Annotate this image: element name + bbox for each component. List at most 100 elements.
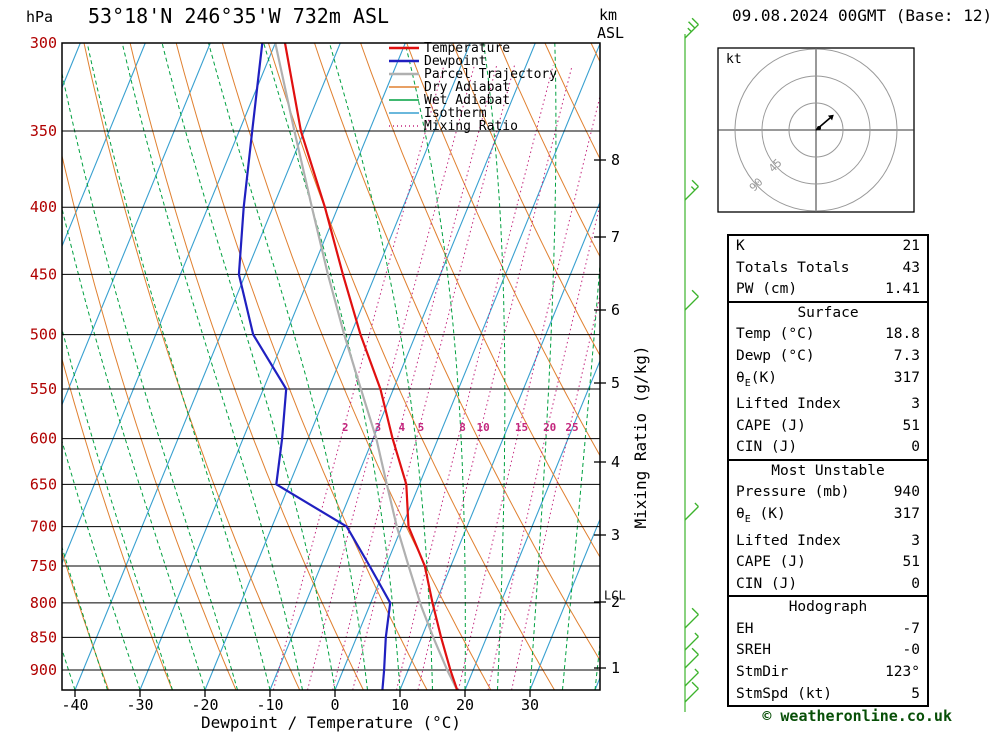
- wind-barb: [684, 647, 699, 669]
- index-value: 3: [911, 532, 920, 549]
- mixing-ratio-label: 5: [418, 421, 425, 434]
- index-label: Totals Totals: [736, 259, 850, 276]
- index-row: K 21: [729, 236, 927, 258]
- wind-barb: [684, 289, 699, 311]
- temperature-tick-label: -10: [256, 696, 283, 714]
- temperature-tick-label: -30: [126, 696, 153, 714]
- index-label: SREH: [736, 642, 771, 659]
- dewpoint-curve: [237, 43, 392, 690]
- index-row: EH -7: [729, 619, 927, 641]
- panel-section: Most Unstable Pressure (mb) 940 θE (K) 317 Li…: [729, 458, 927, 595]
- legend-label: Dry Adiabat: [424, 80, 510, 95]
- legend-label: Wet Adiabat: [424, 93, 510, 108]
- index-value: 21: [902, 238, 920, 254]
- panel-section-title: Hodograph: [788, 599, 868, 616]
- wind-barb: [684, 632, 699, 651]
- index-row: θE (K) 317: [729, 504, 927, 530]
- index-row: CIN (J) 0: [729, 437, 927, 459]
- pressure-axis-unit: hPa: [26, 8, 54, 26]
- km-tick-label: 6: [611, 301, 620, 319]
- index-label: CAPE (J): [736, 554, 806, 571]
- pressure-tick-label: 600: [30, 430, 57, 448]
- index-label: θE (K): [736, 506, 786, 525]
- panel-section: Hodograph EH -7 SREH -0 StmDir 123° StmSpd (kt)…: [729, 595, 927, 705]
- wind-barb: [684, 607, 699, 629]
- index-label: θE(K): [736, 369, 777, 389]
- index-row: Temp (°C) 18.8: [729, 324, 927, 346]
- pressure-tick-label: 850: [30, 628, 57, 646]
- pressure-tick-label: 500: [30, 326, 57, 344]
- mixing-ratio-label: 4: [398, 421, 405, 434]
- temperature-tick-label: -40: [61, 696, 88, 714]
- mixing-ratio-label: 15: [515, 421, 528, 434]
- background-lines: [62, 43, 600, 690]
- mixing-ratio-label: 10: [476, 421, 489, 434]
- index-value: 317: [893, 506, 920, 523]
- wind-barb-column: [684, 17, 699, 712]
- wind-barb: [684, 668, 699, 687]
- index-value: 940: [893, 484, 920, 501]
- index-label: EH: [736, 620, 754, 637]
- index-label: Temp (°C): [736, 326, 815, 343]
- index-row: Dewp (°C) 7.3: [729, 346, 927, 368]
- index-label: K: [736, 238, 745, 254]
- index-row: Pressure (mb) 940: [729, 482, 927, 504]
- index-label: Pressure (mb): [736, 484, 850, 501]
- temperature-tick-label: 30: [521, 696, 539, 714]
- km-tick-label: 1: [611, 659, 620, 677]
- temperature-curve: [283, 43, 459, 690]
- run-datetime: 09.08.2024 00GMT (Base: 12): [732, 6, 993, 25]
- index-value: 51: [902, 554, 920, 571]
- index-row: θE(K) 317: [729, 368, 927, 394]
- pressure-tick-label: 800: [30, 594, 57, 612]
- km-tick-label: 8: [611, 151, 620, 169]
- index-row: PW (cm) 1.41: [729, 279, 927, 301]
- index-value: 0: [911, 575, 920, 592]
- hodograph-ring: [788, 102, 844, 158]
- pressure-tick-label: 300: [30, 34, 57, 52]
- legend-label: Parcel Trajectory: [424, 67, 557, 82]
- altitude-axis-unit-asl: ASL: [597, 24, 625, 42]
- pressure-tick-label: 400: [30, 198, 57, 216]
- temperature-tick-label: 20: [456, 696, 474, 714]
- panel-section: K 21 Totals Totals 43 PW (cm) 1.41: [729, 236, 927, 301]
- km-tick-label: 2: [611, 593, 620, 611]
- pressure-tick-label: 650: [30, 475, 57, 493]
- panel-section: Surface Temp (°C) 18.8 Dewp (°C) 7.3 θE(K) 317…: [729, 300, 927, 459]
- index-label: Lifted Index: [736, 396, 841, 413]
- index-value: 0: [911, 439, 920, 456]
- legend-label: Mixing Ratio: [424, 119, 518, 134]
- hodograph-arrow-head: [827, 114, 834, 121]
- index-label: StmSpd (kt): [736, 685, 833, 702]
- pressure-tick-label: 550: [30, 380, 57, 398]
- index-label: PW (cm): [736, 281, 798, 298]
- pressure-axis-labels: 300 350 400 450 500 550 600 650 700 750 800 850 900: [30, 34, 57, 679]
- index-row: Lifted Index 3: [729, 394, 927, 416]
- lcl-label: LCL: [604, 589, 626, 603]
- hodograph-ring: [734, 48, 898, 212]
- temperature-tick-label: 10: [391, 696, 409, 714]
- index-row: CAPE (J) 51: [729, 416, 927, 438]
- panel-section-title: Surface: [797, 304, 859, 321]
- index-value: 317: [893, 369, 920, 386]
- index-value: 123°: [885, 664, 920, 681]
- wind-barb: [684, 179, 699, 201]
- legend-label: Dewpoint: [424, 54, 487, 69]
- sounding-curves: [237, 43, 459, 690]
- parcel-trajectory-curve: [274, 43, 459, 690]
- index-row: SREH -0: [729, 640, 927, 662]
- km-tick-label: 3: [611, 526, 620, 544]
- index-value: 1.41: [885, 281, 920, 298]
- mixing-ratio-axis-label: Mixing Ratio (g/kg): [631, 345, 650, 528]
- index-row: StmSpd (kt) 5: [729, 684, 927, 706]
- mixing-ratio-label: 25: [565, 421, 578, 434]
- hodograph-unit-label: kt: [726, 52, 742, 67]
- copyright: © weatheronline.co.uk: [762, 707, 952, 725]
- mixing-ratio-label: 20: [543, 421, 556, 434]
- storm-motion-dot: [817, 126, 821, 130]
- legend-label: Temperature: [424, 41, 510, 56]
- index-label: Lifted Index: [736, 532, 841, 549]
- index-value: 51: [902, 417, 920, 434]
